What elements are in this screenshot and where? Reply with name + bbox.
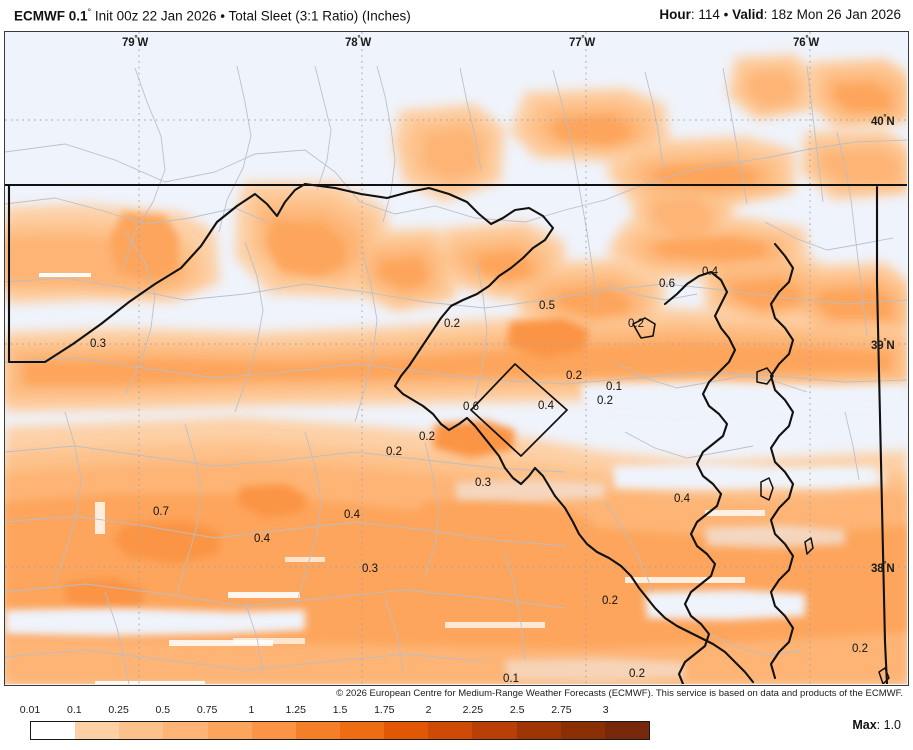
value-label: 0.1 bbox=[503, 673, 519, 685]
colorbar-tick: 2 bbox=[425, 704, 432, 716]
value-label: 0.5 bbox=[539, 300, 555, 312]
ecmwf-credit: © 2026 European Centre for Medium-Range … bbox=[336, 688, 903, 699]
init-info: Init 00z 22 Jan 2026 • Total Sleet (3:1 … bbox=[91, 8, 411, 24]
colorbar-tick: 1 bbox=[248, 704, 255, 716]
max-readout: Max: 1.0 bbox=[852, 718, 901, 732]
colorbar-tick: 1.25 bbox=[285, 704, 306, 716]
value-label: 0.3 bbox=[475, 477, 491, 489]
colorbar-tick: 1.5 bbox=[332, 704, 348, 716]
value-label: 0.2 bbox=[602, 595, 618, 607]
value-label: 0.6 bbox=[463, 401, 479, 413]
gridlabel-78w: 78°W bbox=[345, 34, 372, 49]
colorbar-swatch-6 bbox=[295, 722, 340, 739]
colorbar-swatch-8 bbox=[384, 722, 429, 739]
gridlabel-38n: 38°N bbox=[871, 560, 895, 575]
colorbar-swatch-10 bbox=[472, 722, 517, 739]
value-label: 0.2 bbox=[852, 643, 868, 655]
value-label: 0.1 bbox=[606, 381, 622, 393]
value-label: 0.4 bbox=[674, 493, 690, 505]
colorbar-tick: 3 bbox=[602, 704, 609, 716]
max-value: : 1.0 bbox=[876, 718, 901, 732]
colorbar-swatch-1 bbox=[75, 722, 120, 739]
colorbar-swatch-5 bbox=[251, 722, 296, 739]
colorbar-swatch-4 bbox=[207, 722, 252, 739]
gridlabel-40n: 40°N bbox=[871, 113, 895, 128]
zero-gaps bbox=[5, 382, 907, 682]
degree-symbol: ° bbox=[87, 7, 92, 17]
gridlabel-76w: 76°W bbox=[793, 34, 820, 49]
value-label: 0.2 bbox=[597, 395, 613, 407]
model-title: ECMWF 0.1° Init 00z 22 Jan 2026 • Total … bbox=[14, 7, 411, 24]
colorbar-legend: 0.01 0.1 0.25 0.5 0.75 1 1.25 1.5 1.75 2… bbox=[0, 702, 913, 750]
colorbar-swatch-11 bbox=[516, 722, 561, 739]
colorbar-swatch-13 bbox=[604, 722, 649, 739]
colorbar-tick: 0.1 bbox=[66, 704, 82, 716]
colorbar-swatch-3 bbox=[163, 722, 208, 739]
value-label: 0.4 bbox=[344, 509, 360, 521]
value-label: 0.4 bbox=[538, 400, 554, 412]
map-graphic bbox=[5, 32, 907, 684]
colorbar-tick: 0.01 bbox=[19, 704, 41, 716]
colorbar-swatch-7 bbox=[339, 722, 385, 739]
value-label: 0.4 bbox=[702, 266, 718, 278]
value-label: 0.2 bbox=[419, 431, 435, 443]
gridlabel-77w: 77°W bbox=[569, 34, 596, 49]
hour-label: Hour bbox=[659, 7, 691, 22]
sleet-contour-band-05 bbox=[65, 318, 589, 614]
valid-label: Valid bbox=[732, 7, 764, 22]
colorbar-tick: 0.5 bbox=[155, 704, 171, 716]
colorbar-ticks: 0.01 0.1 0.25 0.5 0.75 1 1.25 1.5 1.75 2… bbox=[20, 704, 650, 719]
colorbar-swatch-12 bbox=[560, 722, 605, 739]
county-borders bbox=[5, 65, 907, 684]
value-label: 0.3 bbox=[90, 338, 106, 350]
hour-value: : 114 • bbox=[690, 7, 733, 22]
value-label: 0.2 bbox=[444, 318, 460, 330]
value-label: 0.3 bbox=[362, 563, 378, 575]
value-label: 0.6 bbox=[659, 278, 675, 290]
colorbar-swatches[interactable] bbox=[30, 721, 650, 740]
value-label: 0.7 bbox=[153, 506, 169, 518]
max-label: Max bbox=[852, 718, 877, 732]
colorbar-tick: 2.25 bbox=[462, 704, 484, 716]
gridlabel-79w: 79°W bbox=[122, 34, 149, 49]
valid-value: : 18z Mon 26 Jan 2026 bbox=[763, 7, 901, 22]
graticule bbox=[5, 32, 907, 684]
colorbar-swatch-0 bbox=[31, 722, 76, 739]
value-label: 0.4 bbox=[254, 533, 270, 545]
colorbar-swatch-2 bbox=[119, 722, 164, 739]
value-label: 0.2 bbox=[386, 446, 402, 458]
header-bar: ECMWF 0.1° Init 00z 22 Jan 2026 • Total … bbox=[0, 0, 913, 31]
map-canvas[interactable]: 79°W 78°W 77°W 76°W 40°N 39°N 38°N 0.3 0… bbox=[4, 31, 909, 686]
colorbar-swatch-9 bbox=[428, 722, 473, 739]
forecast-info: Hour: 114 • Valid: 18z Mon 26 Jan 2026 bbox=[659, 7, 901, 22]
colorbar-tick: 1.75 bbox=[374, 704, 395, 716]
value-label: 0.2 bbox=[628, 318, 644, 330]
model-name: ECMWF 0.1 bbox=[14, 8, 88, 24]
gridlabel-39n: 39°N bbox=[871, 337, 895, 352]
value-label: 0.2 bbox=[629, 668, 645, 680]
state-borders bbox=[5, 182, 907, 684]
colorbar-tick: 0.25 bbox=[108, 704, 129, 716]
white-streaks bbox=[39, 273, 765, 684]
colorbar-tick: 2.5 bbox=[509, 704, 525, 716]
colorbar-tick: 2.75 bbox=[551, 704, 572, 716]
colorbar-tick: 0.75 bbox=[196, 704, 218, 716]
value-label: 0.2 bbox=[566, 370, 582, 382]
